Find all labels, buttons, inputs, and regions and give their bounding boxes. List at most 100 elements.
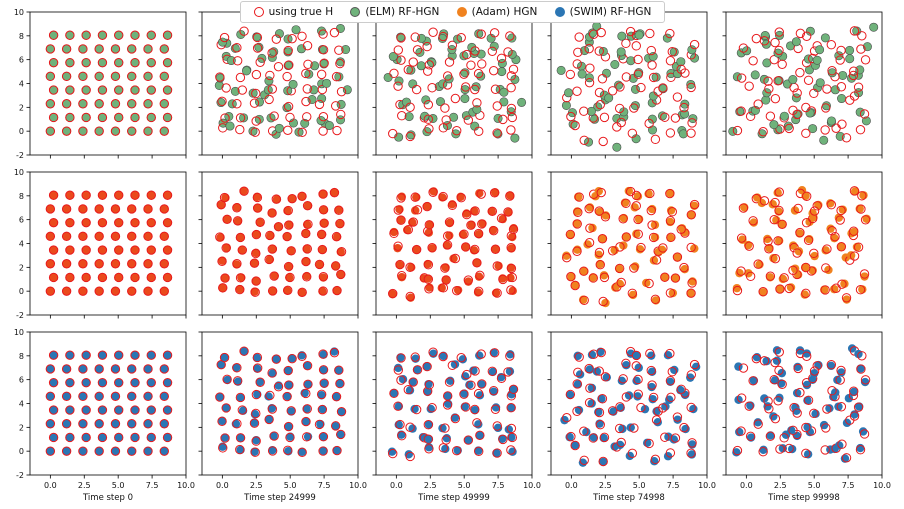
pred-point-swim [218,416,227,426]
y-tick-label: 2 [19,103,24,112]
pred-point-swim [130,405,140,415]
pred-point-swim [114,433,123,442]
true-point [803,235,814,245]
pred-point-adam [46,286,55,296]
pred-point-swim [215,392,225,402]
true-point [837,439,847,449]
true-point [48,405,59,415]
pred-point-swim [267,404,277,413]
pred-point-adam [297,288,307,297]
true-point [645,348,655,359]
true-point [744,401,754,411]
pred-point-adam [218,256,227,265]
pred-point-swim [792,388,802,398]
true-point [110,286,121,296]
pred-point-elm [861,116,871,126]
pred-point-elm [416,33,426,43]
pred-point-adam [598,234,608,243]
true-point [81,245,91,255]
pred-point-adam [396,215,405,225]
true-point [318,286,328,296]
pred-point-adam [850,187,860,196]
pred-point-elm [460,68,470,78]
pred-point-elm [812,55,822,65]
true-point [255,377,265,387]
true-point [428,347,438,357]
true-point [820,285,830,295]
column-label: Time step 49999 [417,493,490,503]
pred-point-elm [648,52,658,62]
pred-point-adam [571,280,580,290]
y-tick-label: 10 [14,8,24,17]
true-point [574,352,584,362]
true-point [94,44,104,54]
true-point [507,272,517,283]
pred-point-elm [820,33,830,43]
true-point [61,364,72,374]
true-point [317,404,328,415]
true-point [764,84,774,94]
pred-point-adam [98,273,107,282]
true-point [686,210,697,220]
pred-point-elm [845,54,855,64]
true-point [795,387,805,398]
true-point [456,352,466,363]
true-point [758,127,768,137]
true-point [110,71,121,82]
x-tick-label: 10.0 [873,481,891,490]
legend-item-adam: (Adam) HGN [456,6,537,18]
pred-point-elm [612,142,622,152]
true-point [235,284,245,295]
true-point [672,92,683,102]
true-point [596,347,606,358]
true-point [412,45,423,55]
true-point [405,262,415,272]
true-point [508,384,519,395]
true-point [572,246,582,256]
true-point [143,44,153,54]
true-point [48,190,59,200]
true-point [78,286,88,296]
true-point [801,191,812,201]
true-point [849,411,860,421]
true-point [45,231,56,242]
pred-point-swim [284,422,293,431]
pred-point-adam [649,256,659,265]
true-point [736,393,747,403]
pred-point-swim [232,363,241,372]
pred-point-adam [127,232,136,241]
true-point [302,40,313,51]
pred-point-swim [450,413,460,422]
true-point [860,55,871,65]
pred-point-elm [517,97,527,107]
true-point [110,44,121,54]
true-point [447,200,458,211]
pred-point-elm [499,87,509,97]
pred-point-elm [422,127,432,137]
true-point [492,421,502,431]
true-point [588,29,599,39]
pred-point-swim [749,376,759,385]
pred-point-adam [668,288,678,298]
true-point [130,245,140,255]
pred-point-adam [49,218,58,227]
true-point [314,99,325,110]
true-point [302,112,312,122]
true-point [162,350,173,360]
true-point [332,285,342,296]
true-point [616,277,626,288]
pred-point-adam [765,243,774,253]
true-point [78,446,88,456]
true-point [318,365,329,375]
legend-label-true: using true H [268,6,334,18]
pred-point-adam [824,265,833,275]
pred-point-adam [319,273,328,282]
true-point [487,46,498,56]
true-point [393,45,403,55]
true-point [648,232,659,243]
column-label: Time step 74998 [592,493,665,503]
pred-point-elm [252,32,262,42]
true-point [97,112,108,123]
true-point [507,432,517,443]
true-point [45,391,56,402]
